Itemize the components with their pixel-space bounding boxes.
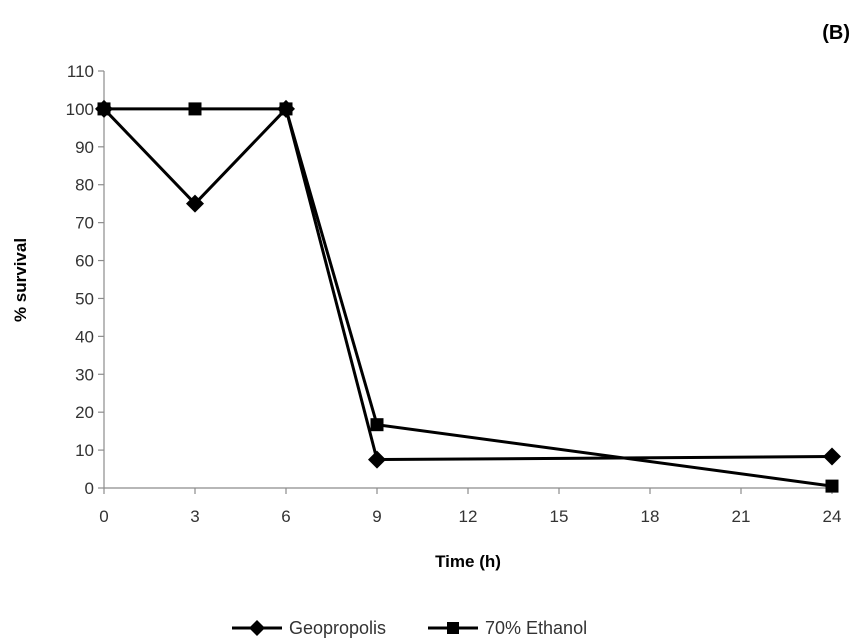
axes xyxy=(98,70,833,494)
y-tick-label-5: 50 xyxy=(75,289,94,308)
series-0 xyxy=(95,99,841,469)
x-tick-label-5: 15 xyxy=(550,507,569,526)
series-line-0 xyxy=(102,105,833,462)
series-line-1 xyxy=(104,107,833,488)
x-axis-title: Time (h) xyxy=(435,552,501,571)
y-tick-label-11: 110 xyxy=(67,62,94,81)
x-tick-label-7: 21 xyxy=(732,507,751,526)
data-point-1-4 xyxy=(825,479,839,493)
series-layer xyxy=(95,99,841,493)
legend-marker-0 xyxy=(249,620,265,636)
legend-item-0: Geopropolis xyxy=(232,618,386,638)
data-point-1-3 xyxy=(370,418,384,432)
y-tick-label-0: 0 xyxy=(85,479,94,498)
data-point-0-3 xyxy=(368,450,386,469)
y-tick-label-2: 20 xyxy=(75,403,94,422)
x-tick-label-2: 6 xyxy=(281,507,290,526)
x-tick-label-0: 0 xyxy=(99,507,108,526)
y-tick-label-8: 80 xyxy=(75,176,94,195)
x-tick-label-1: 3 xyxy=(190,507,199,526)
y-tick-label-10: 100 xyxy=(66,100,94,119)
y-tick-label-6: 60 xyxy=(75,252,94,271)
y-axis-title: % survival xyxy=(11,238,30,322)
x-tick-label-4: 12 xyxy=(459,507,478,526)
x-tick-label-8: 24 xyxy=(823,507,842,526)
tick-labels: 0 10 20 30 40 50 60 70 80 90 100 110 0 3 6 9 12 15 18 21 24 xyxy=(66,62,842,526)
y-tick-label-7: 70 xyxy=(75,214,94,233)
legend-item-1: 70% Ethanol xyxy=(428,618,587,638)
data-point-1-1 xyxy=(188,102,202,116)
y-tick-label-9: 90 xyxy=(75,138,94,157)
legend-marker-1 xyxy=(447,622,459,634)
legend: Geopropolis 70% Ethanol xyxy=(232,618,587,638)
y-tick-label-1: 10 xyxy=(75,441,94,460)
series-1 xyxy=(97,102,839,493)
panel-label: (B) xyxy=(822,22,850,44)
data-point-1-2 xyxy=(279,102,293,116)
legend-label-1: 70% Ethanol xyxy=(485,618,587,638)
y-tick-label-4: 40 xyxy=(75,327,94,346)
legend-label-0: Geopropolis xyxy=(289,618,386,638)
data-point-1-0 xyxy=(97,102,111,116)
data-point-0-1 xyxy=(186,194,204,213)
data-point-0-4 xyxy=(823,447,841,466)
x-tick-label-6: 18 xyxy=(641,507,660,526)
x-tick-label-3: 9 xyxy=(372,507,381,526)
y-tick-label-3: 30 xyxy=(75,365,94,384)
